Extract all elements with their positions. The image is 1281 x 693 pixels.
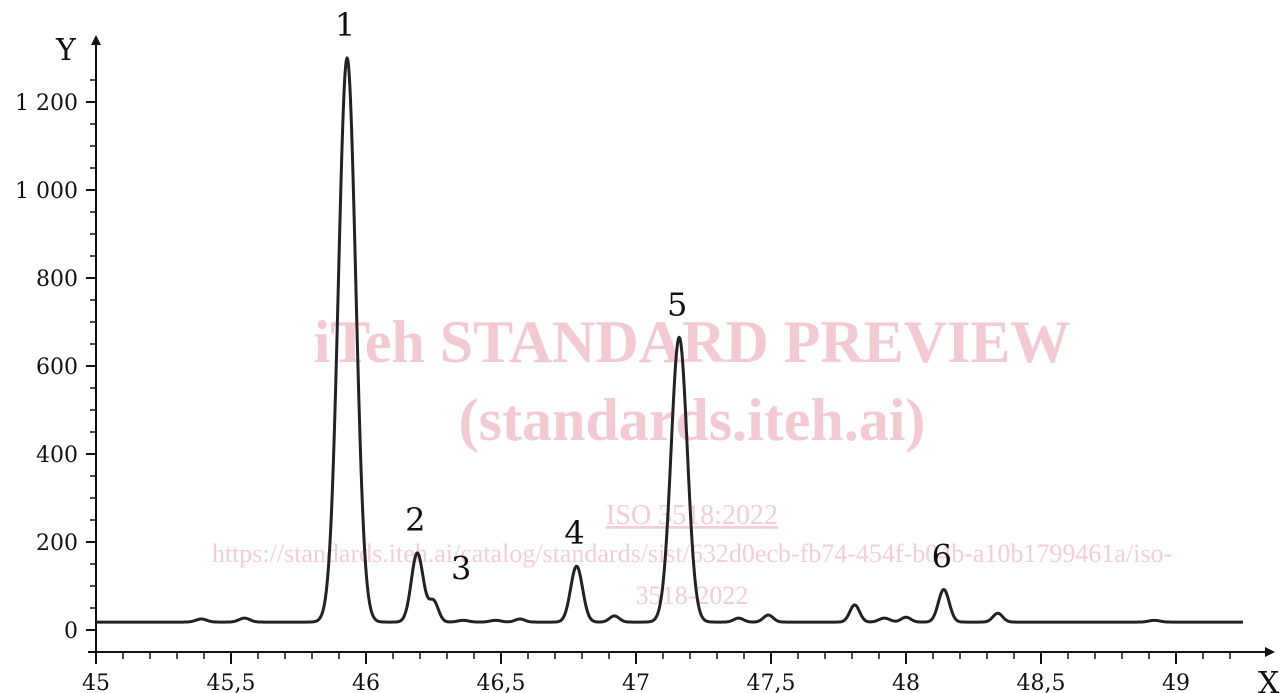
spectrum-line <box>95 56 1244 624</box>
x-tick-label: 47,5 <box>747 671 796 693</box>
x-tick-label: 47 <box>622 671 650 693</box>
x-tick-label: 46 <box>352 671 380 693</box>
watermark-line-1: iTeh STANDARD PREVIEW <box>314 309 1071 375</box>
peak-label-5: 5 <box>667 285 687 323</box>
x-tick-label: 46,5 <box>477 671 526 693</box>
watermark: iTeh STANDARD PREVIEW (standards.iteh.ai… <box>212 309 1172 610</box>
y-tick-label: 1 000 <box>15 179 78 204</box>
y-ticks: 0 200 400 600 800 1 000 1 200 <box>15 79 96 653</box>
x-ticks: 45 45,5 46 46,5 47 47,5 48 48,5 49 <box>82 652 1231 693</box>
peak-label-1: 1 <box>335 6 355 44</box>
watermark-line-2: (standards.iteh.ai) <box>459 387 926 453</box>
x-tick-label: 45,5 <box>207 671 256 693</box>
x-tick-label: 48 <box>892 671 920 693</box>
x-tick-label: 48,5 <box>1017 671 1066 693</box>
y-tick-label: 400 <box>36 443 78 468</box>
y-tick-label: 600 <box>36 355 78 380</box>
y-tick-label: 0 <box>64 619 78 644</box>
x-axis-title: X <box>1258 666 1280 693</box>
y-tick-label: 200 <box>36 531 78 556</box>
peak-label-3: 3 <box>451 549 471 587</box>
watermark-line-5: 3518-2022 <box>636 581 749 610</box>
y-axis-title: Y <box>55 33 77 68</box>
x-tick-label: 45 <box>82 671 110 693</box>
x-tick-label: 49 <box>1162 671 1190 693</box>
peak-label-4: 4 <box>564 514 584 552</box>
y-tick-label: 1 200 <box>15 91 78 116</box>
y-tick-label: 800 <box>36 267 78 292</box>
peak-label-2: 2 <box>405 501 425 539</box>
peak-label-6: 6 <box>932 538 952 576</box>
